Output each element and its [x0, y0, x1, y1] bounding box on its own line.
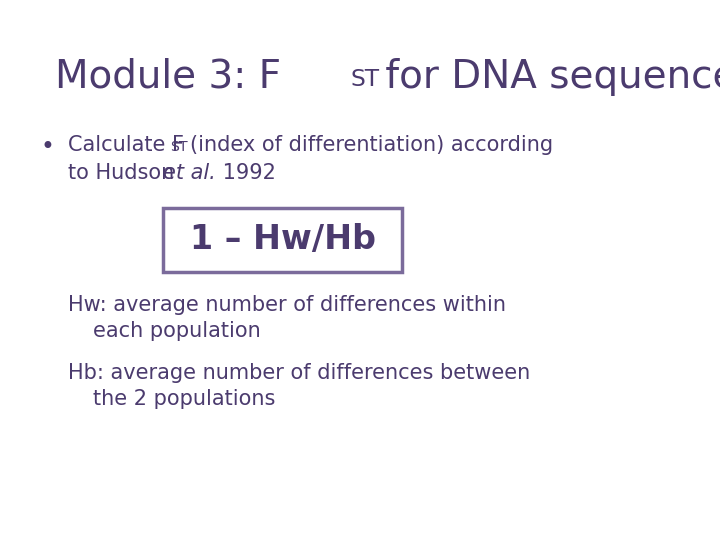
Text: •: •	[40, 135, 54, 159]
Text: ST: ST	[170, 140, 188, 154]
Text: the 2 populations: the 2 populations	[93, 389, 275, 409]
Text: (index of differentiation) according: (index of differentiation) according	[190, 135, 553, 155]
Text: to Hudson: to Hudson	[68, 163, 181, 183]
Text: for DNA sequence: for DNA sequence	[373, 58, 720, 96]
Text: Hb: average number of differences between: Hb: average number of differences betwee…	[68, 363, 530, 383]
Text: each population: each population	[93, 321, 261, 341]
Text: Module 3: F: Module 3: F	[55, 58, 281, 96]
Text: Hw: average number of differences within: Hw: average number of differences within	[68, 295, 506, 315]
Text: 1 – Hw/Hb: 1 – Hw/Hb	[189, 224, 376, 256]
Text: et al.: et al.	[163, 163, 216, 183]
Text: ST: ST	[350, 68, 379, 91]
Text: 1992: 1992	[216, 163, 276, 183]
Text: Calculate F: Calculate F	[68, 135, 184, 155]
